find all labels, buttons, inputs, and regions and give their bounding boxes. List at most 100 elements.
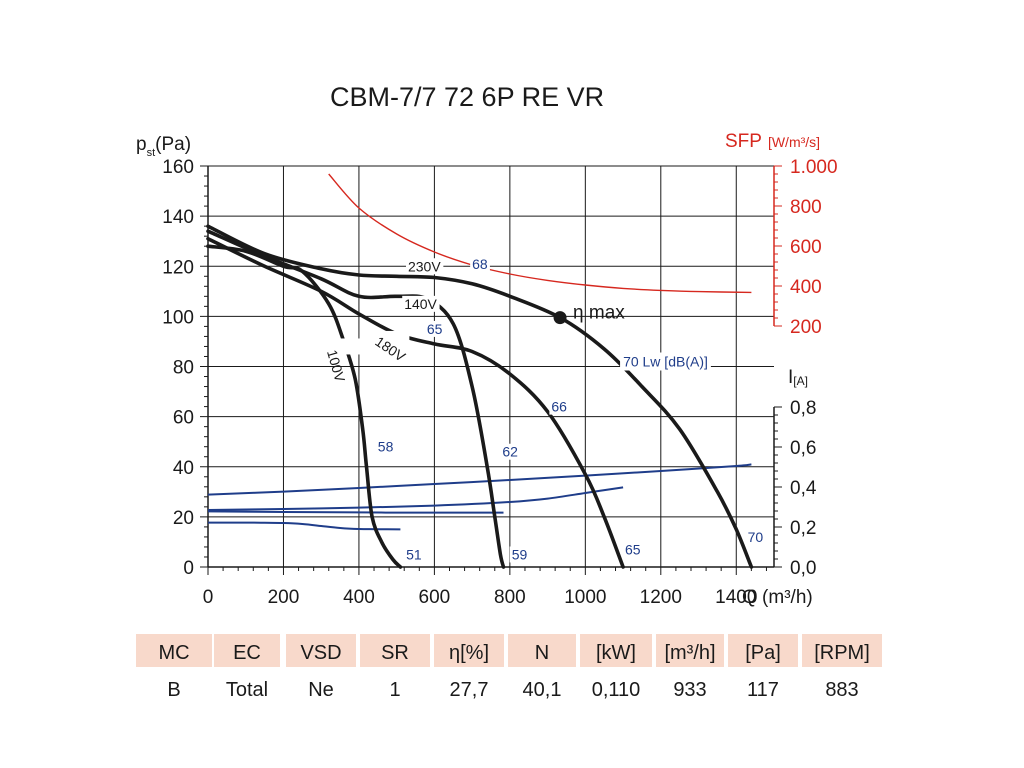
sfp-curve (328, 173, 752, 294)
current-curve-1 (207, 463, 752, 496)
label-backdrop (549, 398, 570, 415)
y-tick-label: 20 (173, 508, 194, 529)
table-header-cell (508, 634, 576, 667)
table-header-9: [Pa] (745, 642, 781, 664)
current-tick-label: 0,6 (790, 438, 816, 459)
x-tick-label: 200 (268, 587, 300, 608)
table-value-8: 933 (673, 679, 706, 701)
y-tick-label: 60 (173, 408, 194, 429)
sfp-tick-label: 800 (790, 197, 822, 218)
y-tick-label: 80 (173, 358, 194, 379)
label-backdrop (622, 541, 643, 558)
table-value-3: Ne (308, 679, 334, 701)
sfp-tick-label: 600 (790, 237, 822, 258)
y-tick-label: 160 (162, 157, 194, 178)
y-axis-label-unit: (Pa) (155, 134, 191, 155)
x-tick-label: 400 (343, 587, 375, 608)
table-header-7: [kW] (596, 642, 636, 664)
current-axis-label-main: I (788, 367, 793, 388)
label-backdrop (405, 258, 444, 275)
spec-table: MC B EC Total VSD Ne SR 1 η[%] 27,7 N 40,1 [kW] 0,110… (136, 634, 882, 701)
table-header-cell (656, 634, 724, 667)
y-axis-label-main: p (136, 134, 147, 155)
label-backdrop (402, 295, 440, 312)
sfp-tick-label: 1.000 (790, 157, 838, 178)
table-header-4: SR (381, 642, 409, 664)
y-tick-label: 100 (162, 307, 194, 328)
x-tick-label: 1000 (564, 587, 606, 608)
sfp-axis-label-main: SFP (725, 131, 762, 152)
table-header-8: [m³/h] (664, 642, 715, 664)
noise-level-label: 62 (502, 444, 518, 460)
y-axis-label-sub: st (147, 147, 156, 159)
axes: 0 20 40 60 80 100 120 140 160 0 200 400 600 800 1000 12… (162, 157, 837, 608)
label-backdrop (404, 546, 424, 563)
current-axis-label-unit: [A] (793, 374, 808, 388)
efficiency-max-point (553, 311, 567, 325)
current-tick-label: 0,0 (790, 558, 816, 579)
table-value-2: Total (226, 679, 268, 701)
pressure-curve-100v (206, 244, 403, 569)
x-tick-label: 1400 (715, 587, 757, 608)
table-value-5: 27,7 (450, 679, 489, 701)
table-header-cell (802, 634, 882, 667)
y-tick-label: 140 (162, 207, 194, 228)
efficiency-max-label: η max (573, 303, 625, 324)
table-value-1: B (167, 679, 180, 701)
current-tick-label: 0,8 (790, 398, 816, 419)
noise-level-label: 65 (625, 541, 641, 557)
pressure-curve-140v (206, 229, 506, 569)
label-backdrop (509, 546, 530, 563)
table-header-3: VSD (300, 642, 341, 664)
y-tick-label: 0 (183, 558, 194, 579)
noise-level-label: 70 Lw [dB(A)] (623, 354, 708, 370)
table-header-cell (214, 634, 280, 667)
current-tick-label: 0,2 (790, 518, 816, 539)
table-header-2: EC (233, 642, 261, 664)
label-backdrop (372, 330, 410, 347)
noise-level-label: 70 (748, 529, 764, 545)
noise-level-label: 51 (406, 546, 422, 562)
current-curve-3 (207, 510, 504, 514)
table-header-cell (136, 634, 212, 667)
voltage-label: 140V (404, 296, 437, 312)
table-header-10: [RPM] (814, 642, 870, 664)
x-tick-label: 600 (419, 587, 451, 608)
label-backdrop (745, 528, 766, 545)
series: η max (206, 173, 754, 569)
x-axis-label: Q (m³/h) (742, 587, 813, 608)
table-header-6: N (535, 642, 549, 664)
noise-level-label: 68 (472, 256, 488, 272)
table-value-6: 40,1 (523, 679, 562, 701)
y-tick-label: 120 (162, 257, 194, 278)
table-value-7: 0,110 (592, 679, 641, 701)
table-header-cell (580, 634, 652, 667)
current-tick-label: 0,4 (790, 478, 817, 499)
lw-label-backdrop (620, 352, 711, 371)
label-backdrop (470, 255, 490, 272)
x-tick-label: 800 (494, 587, 526, 608)
current-curve-2 (207, 486, 624, 511)
chart-title: CBM-7/7 72 6P RE VR (330, 82, 604, 112)
x-tick-label: 0 (203, 587, 214, 608)
table-header-cell (286, 634, 356, 667)
label-backdrop (324, 338, 363, 355)
pressure-curve-230v (206, 224, 754, 569)
sfp-tick-label: 200 (790, 317, 822, 338)
noise-level-label: 65 (427, 321, 443, 337)
noise-level-label: 66 (551, 399, 567, 415)
noise-level-label: 58 (378, 439, 394, 455)
table-header-cell (728, 634, 798, 667)
table-header-cell (360, 634, 430, 667)
sfp-tick-label: 400 (790, 277, 822, 298)
sfp-axis-label: SFP [W/m³/s] (725, 131, 820, 152)
table-header-1: MC (158, 642, 189, 664)
current-axis-label: I[A] (788, 367, 808, 388)
y-axis-label: pst(Pa) (136, 134, 191, 159)
table-header-5: η[%] (449, 642, 489, 664)
current-curve-4 (208, 521, 401, 531)
label-backdrop (500, 443, 521, 460)
table-header-cell (434, 634, 504, 667)
